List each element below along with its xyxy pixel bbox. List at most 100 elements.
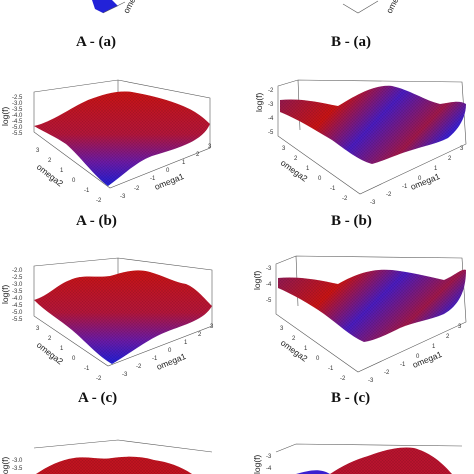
z-tick-B-c-0: -3: [266, 266, 272, 272]
y-tick-B-c-4: -1: [328, 366, 334, 372]
x-tick-B-b-4: 1: [434, 166, 438, 172]
z-axis-B-b: -2 -3 -4 -5 log(f): [254, 88, 274, 136]
x-tick-A-b-5: 2: [196, 152, 200, 158]
z-axis-label-B-b: log(f): [254, 92, 264, 112]
z-tick-A-c-0: -2.0: [12, 268, 23, 274]
panel-A-c: -2.0 -2.5 -3.0 -3.5 -4.0 -4.5 -5.0 -5.5 …: [0, 257, 214, 406]
surface-mesh-A-c: [34, 270, 212, 364]
z-tick-A-b-4: -4.5: [12, 119, 23, 125]
x-tick-A-c-1: -2: [136, 364, 142, 370]
x-tick-B-c-0: -3: [368, 378, 374, 384]
x-axis-label-A-c: omega1: [155, 351, 187, 372]
z-tick-A-b-2: -3.5: [12, 107, 23, 113]
surface-A-a: [92, 0, 118, 13]
y-tick-A-b-5: -2: [96, 198, 102, 204]
surface-mesh-B-b: [280, 85, 466, 164]
z-tick-A-c-6: -5.0: [12, 310, 23, 316]
z-tick-B-c-2: -5: [266, 298, 272, 304]
z-tick-B-d-1: -4: [266, 466, 272, 472]
z-tick-A-b-6: -5.5: [12, 131, 23, 137]
z-tick-A-c-4: -4.0: [12, 296, 23, 302]
y-tick-B-c-5: -2: [340, 376, 346, 382]
z-tick-A-b-3: -4.0: [12, 113, 23, 119]
z-axis-label-A-d: log(f): [0, 456, 10, 474]
y-tick-A-b-1: 2: [48, 158, 52, 164]
z-tick-A-b-0: -2.5: [12, 95, 23, 101]
panel-B-a: omega1 B - (a): [331, 0, 407, 50]
x-axis-label-B-b: omega1: [409, 171, 441, 192]
x-tick-A-c-4: 1: [184, 340, 188, 346]
y-tick-A-c-2: 1: [60, 346, 64, 352]
y-tick-B-c-3: 0: [316, 356, 320, 362]
y-axis-label-A-b: omega2: [35, 162, 66, 189]
y-tick-B-b-0: 3: [282, 146, 286, 152]
z-tick-A-b-5: -5.0: [12, 125, 23, 131]
panel-B-d: -3 -4 log(f): [252, 443, 463, 474]
y-tick-B-b-2: 1: [306, 166, 310, 172]
y-axis-B-c: 3 2 1 0 -1 -2 omega2: [279, 326, 346, 382]
z-tick-A-c-5: -4.5: [12, 303, 23, 309]
y-tick-B-c-2: 1: [304, 346, 308, 352]
y-tick-B-b-3: 0: [318, 176, 322, 182]
y-tick-A-c-5: -2: [96, 376, 102, 382]
z-tick-A-d-1: -3.5: [12, 466, 23, 472]
y-tick-A-c-3: 0: [72, 356, 76, 362]
panel-label-B-a: B - (a): [331, 34, 371, 50]
x-tick-B-b-2: -1: [402, 184, 408, 190]
axis-box-A-d: [33, 439, 213, 453]
y-tick-B-c-0: 3: [280, 326, 284, 332]
panel-A-d: -3.0 -3.5 log(f): [0, 439, 213, 474]
y-tick-B-b-4: -1: [330, 186, 336, 192]
x-tick-B-b-5: 2: [448, 156, 452, 162]
panel-label-A-c: A - (c): [78, 390, 117, 406]
surface-mesh-A-b: [34, 91, 210, 186]
x-tick-A-b-0: -3: [120, 194, 126, 200]
z-axis-B-c: -3 -4 -5 log(f): [252, 266, 272, 304]
y-axis-label-A-c: omega2: [35, 340, 66, 367]
x-tick-A-c-2: -1: [152, 356, 158, 362]
panel-B-b: -2 -3 -4 -5 log(f) 3 2 1 0 -1 -2 omega2 …: [254, 79, 467, 229]
surface-mesh-B-c: [278, 269, 466, 342]
x-axis-label-B-c: omega1: [411, 349, 443, 370]
x-tick-A-c-3: 0: [168, 348, 172, 354]
surface-mesh-A-d: [36, 456, 192, 474]
x-tick-A-b-3: 0: [166, 168, 170, 174]
panel-label-B-c: B - (c): [331, 390, 370, 406]
axis-box-B-a: [342, 0, 379, 14]
z-tick-B-b-2: -4: [268, 116, 274, 122]
z-tick-A-c-7: -5.5: [12, 317, 23, 323]
panel-A-a: omega1 A - (a): [76, 0, 144, 50]
x-tick-B-c-4: 1: [432, 344, 436, 350]
x-tick-A-c-0: -3: [122, 372, 128, 378]
panel-label-A-a: A - (a): [76, 34, 116, 50]
axis-box-A-a: [102, 1, 126, 14]
x-tick-B-b-0: -3: [370, 200, 376, 206]
surface-B-d-edge: [296, 470, 330, 474]
x-tick-B-b-1: -2: [386, 192, 392, 198]
panel-label-A-b: A - (b): [76, 213, 117, 229]
panel-A-b: -2.5 -3.0 -3.5 -4.0 -4.5 -5.0 -5.5 log(f…: [0, 79, 212, 229]
z-tick-B-d-0: -3: [266, 454, 272, 460]
axis-label-omega1-B-a: omega1: [384, 0, 407, 15]
x-tick-B-b-6: 3: [460, 146, 464, 152]
panel-label-B-b: B - (b): [331, 213, 372, 229]
z-tick-A-d-0: -3.0: [12, 458, 23, 464]
y-tick-B-b-1: 2: [294, 156, 298, 162]
x-tick-B-c-1: -2: [384, 370, 390, 376]
x-tick-B-c-2: -1: [400, 362, 406, 368]
x-tick-A-c-6: 3: [210, 324, 214, 330]
x-tick-B-c-5: 2: [446, 334, 450, 340]
z-tick-B-b-3: -5: [268, 130, 274, 136]
z-tick-A-b-1: -3.0: [12, 101, 23, 107]
panel-B-c: -3 -4 -5 log(f) 3 2 1 0 -1 -2 omega2 -3 …: [252, 255, 467, 406]
y-tick-B-c-1: 2: [292, 336, 296, 342]
y-tick-A-c-4: -1: [84, 366, 90, 372]
x-tick-A-b-6: 3: [208, 144, 212, 150]
surface-mesh-B-d: [330, 447, 452, 474]
y-tick-A-c-0: 3: [36, 326, 40, 332]
x-tick-B-c-6: 3: [458, 324, 462, 330]
y-tick-A-b-2: 1: [60, 168, 64, 174]
axis-label-omega1-A-a: omega1: [121, 0, 144, 15]
z-axis-A-c: -2.0 -2.5 -3.0 -3.5 -4.0 -4.5 -5.0 -5.5 …: [0, 268, 23, 323]
